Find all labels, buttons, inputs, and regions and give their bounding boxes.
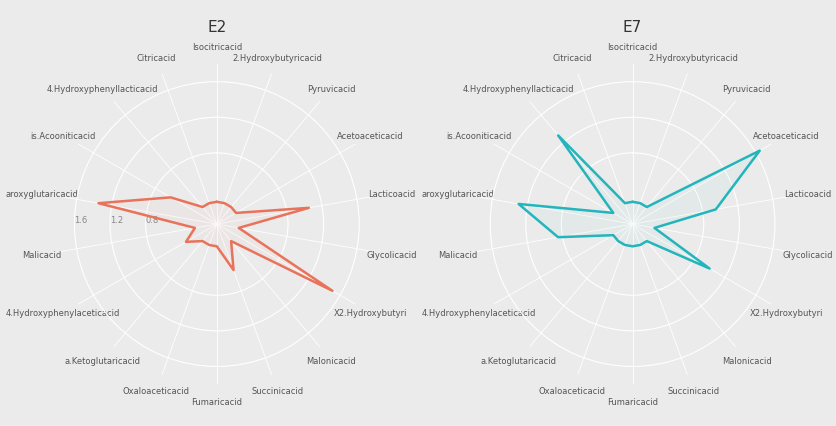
Title: E2: E2 xyxy=(207,20,227,35)
Title: E7: E7 xyxy=(622,20,641,35)
